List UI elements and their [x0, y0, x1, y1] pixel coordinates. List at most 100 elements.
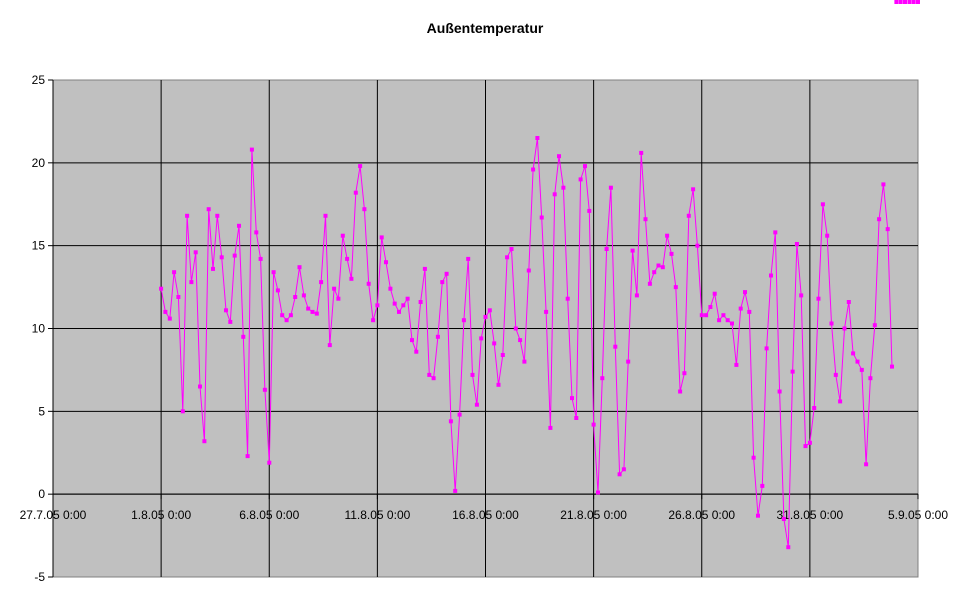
data-point: [388, 286, 393, 291]
data-point: [422, 266, 427, 271]
data-point: [820, 202, 825, 207]
data-point: [838, 399, 843, 404]
data-point: [643, 217, 648, 222]
data-point: [241, 334, 246, 339]
data-point: [781, 517, 786, 521]
data-point: [314, 311, 319, 316]
data-point: [375, 303, 380, 308]
data-point: [868, 376, 873, 381]
data-point: [518, 338, 523, 343]
data-point: [881, 182, 886, 187]
data-point: [647, 281, 652, 286]
data-point: [570, 396, 574, 401]
data-point: [189, 280, 194, 285]
series-layer: [159, 0, 920, 550]
data-point: [487, 308, 492, 313]
data-point: [371, 318, 376, 323]
data-point: [466, 256, 471, 261]
data-point: [193, 250, 198, 255]
data-point: [885, 227, 890, 232]
data-point: [669, 251, 674, 256]
data-point: [206, 207, 211, 212]
data-point: [224, 308, 228, 313]
data-point: [180, 409, 185, 414]
data-point: [769, 273, 773, 278]
data-point: [440, 280, 445, 285]
data-point: [790, 369, 795, 374]
data-point: [379, 235, 384, 240]
data-point: [660, 265, 665, 270]
x-tick-label: 27.7.05 0:00: [20, 508, 87, 522]
data-point: [297, 265, 302, 270]
data-point: [301, 293, 306, 298]
axes: [48, 79, 919, 578]
data-point: [734, 362, 739, 367]
data-point: [435, 334, 440, 339]
data-point: [479, 336, 484, 341]
data-point: [803, 444, 808, 449]
y-tick-label: -5: [34, 570, 45, 584]
data-point: [271, 270, 276, 275]
data-point: [596, 490, 600, 495]
data-point: [552, 192, 557, 197]
data-point: [237, 223, 241, 228]
data-point: [288, 313, 293, 318]
data-point: [557, 154, 561, 159]
data-point: [163, 309, 168, 314]
data-point: [743, 290, 747, 295]
data-point: [574, 416, 579, 420]
data-point: [695, 243, 700, 248]
data-point: [176, 295, 181, 299]
data-point: [903, 0, 907, 4]
data-point: [323, 213, 328, 218]
data-point: [756, 513, 760, 518]
data-point: [587, 208, 592, 213]
y-tick-label: 25: [32, 73, 46, 87]
data-point: [851, 351, 856, 356]
data-point: [306, 306, 311, 311]
data-point: [816, 296, 821, 301]
tick-labels: -5 0 5 10 15 20 25 27.7.05 0:00 1.8.05 0:00 6.8.0…: [20, 73, 949, 584]
data-point: [392, 301, 397, 306]
data-point: [453, 488, 458, 493]
data-point: [608, 185, 613, 190]
data-point: [366, 281, 371, 286]
data-point: [535, 136, 540, 140]
data-point: [691, 187, 696, 192]
data-point: [262, 387, 267, 392]
data-point: [652, 270, 657, 275]
data-point: [284, 318, 289, 323]
data-point: [725, 318, 730, 323]
data-point: [500, 353, 505, 357]
data-point: [293, 295, 298, 299]
data-point: [539, 215, 544, 220]
data-point: [712, 291, 717, 296]
data-point: [414, 349, 419, 354]
data-point: [639, 150, 644, 155]
data-point: [617, 472, 622, 477]
data-point: [786, 545, 791, 550]
data-point: [522, 359, 527, 364]
data-point: [431, 376, 436, 381]
data-point: [470, 372, 475, 377]
y-tick-label: 0: [38, 487, 45, 501]
data-point: [202, 439, 207, 444]
data-point: [444, 271, 449, 276]
data-point: [907, 0, 912, 4]
data-point: [846, 300, 851, 304]
data-point: [600, 376, 605, 381]
x-tick-label: 11.8.05 0:00: [344, 508, 410, 522]
data-point: [405, 296, 410, 301]
data-point: [699, 313, 704, 318]
y-tick-label: 10: [32, 322, 46, 336]
x-tick-label: 6.8.05 0:00: [239, 508, 299, 522]
data-point: [708, 305, 713, 309]
data-point: [777, 389, 782, 394]
data-point: [842, 326, 847, 331]
data-point: [544, 309, 549, 314]
x-tick-label: 16.8.05 0:00: [452, 508, 519, 522]
data-point: [890, 364, 894, 369]
y-tick-label: 20: [32, 156, 46, 170]
data-point: [604, 247, 609, 251]
